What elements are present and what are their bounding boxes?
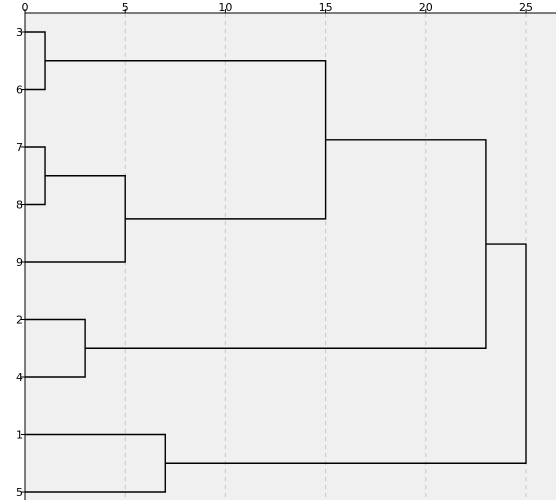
leaf-labels: 3 6 7 8 9 2 4 1 5 xyxy=(16,26,25,499)
x-tick-label-25: 25 xyxy=(519,1,533,14)
leaf-label-3: 3 xyxy=(16,26,23,39)
leaf-label-5: 5 xyxy=(16,486,23,499)
x-tick-label-10: 10 xyxy=(218,1,232,14)
x-tick-label-20: 20 xyxy=(419,1,433,14)
x-tick-label-0: 0 xyxy=(22,1,29,14)
x-ticks: 0 5 10 15 20 25 xyxy=(22,1,534,14)
leaf-label-7: 7 xyxy=(16,141,23,154)
merge-link-F-G xyxy=(165,243,527,464)
leaf-label-9: 9 xyxy=(16,256,23,269)
dendrogram-links xyxy=(25,31,527,493)
leaf-label-2: 2 xyxy=(16,314,23,327)
leaf-label-1: 1 xyxy=(16,429,23,442)
x-tick-label-5: 5 xyxy=(122,1,129,14)
x-tick-label-15: 15 xyxy=(319,1,333,14)
leaf-label-8: 8 xyxy=(16,199,23,212)
leaf-label-6: 6 xyxy=(16,84,23,97)
plot-background xyxy=(25,13,556,500)
leaf-label-4: 4 xyxy=(16,371,23,384)
